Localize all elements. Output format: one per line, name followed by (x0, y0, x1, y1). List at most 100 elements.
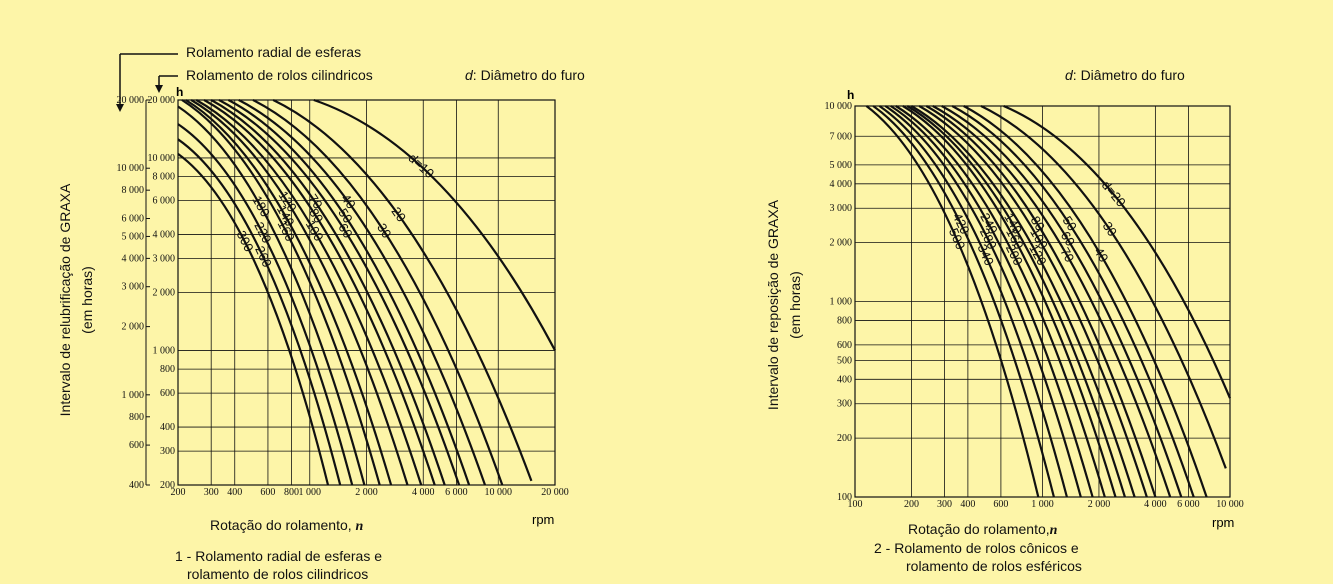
y-tick-label: 100 (837, 492, 852, 503)
y-tick-label: 400 (160, 422, 175, 433)
y-tick-label: 500 (837, 355, 852, 366)
x-tick-label: 400 (227, 487, 242, 498)
x-tick-label: 400 (960, 499, 975, 510)
series-curve (181, 99, 381, 486)
y-axis-unit-label: (em horas) (79, 266, 95, 334)
y-tick-label-outer: 400 (129, 480, 144, 491)
series-curve (932, 105, 1172, 498)
y-tick-label-outer: 20 000 (117, 95, 145, 106)
legend-cylindrical-arrow (155, 85, 163, 93)
series-label: 40 (338, 191, 359, 212)
x-tick-label: 10 000 (1216, 499, 1244, 510)
series-curves (865, 104, 1232, 498)
y-tick-labels: 100 200 300 400 500 600 800 1 000 2 000 3 000 4 00… (825, 101, 853, 503)
series-curve (910, 105, 1136, 498)
x-tick-label: 200 (904, 499, 919, 510)
y-tick-label: 2 000 (830, 238, 853, 249)
x-tick-label: 6 000 (445, 487, 468, 498)
series-label: 80 (1028, 213, 1048, 233)
series-curve (190, 99, 409, 486)
y-tick-label-outer: 1 000 (122, 390, 145, 401)
x-tick-label: 300 (204, 487, 219, 498)
y-axis-unit-label: (em horas) (787, 271, 803, 339)
y-tick-label-outer: 600 (129, 440, 144, 451)
y-tick-label-outer: 5 000 (122, 231, 145, 242)
series-curve (195, 99, 423, 486)
x-tick-label: 4 000 (412, 487, 435, 498)
y-tick-labels-inner: 200 300 400 600 800 1 000 2 000 3 000 4 000 6 000… (148, 95, 176, 491)
x-tick-label: 2 000 (1088, 499, 1111, 510)
y-unit: h (176, 85, 183, 99)
y-tick-label-outer: 3 000 (122, 282, 145, 293)
series-curve (210, 99, 446, 486)
x-tick-label: 20 000 (541, 487, 569, 498)
series-labels: d=10203040506070801001201401601802202603… (234, 150, 438, 269)
chart-2: d: Diâmetro do furo Intervalo de reposiç… (765, 67, 1244, 574)
y-tick-label: 600 (837, 340, 852, 351)
y-tick-label-outer: 4 000 (122, 253, 145, 264)
y-tick-label-outer: 6 000 (122, 213, 145, 224)
series-label: 70 (1057, 245, 1077, 265)
y-tick-label: 5 000 (830, 160, 853, 171)
series-curve (963, 105, 1208, 498)
x-tick-label: 1 000 (299, 487, 322, 498)
y-tick-label: 300 (837, 399, 852, 410)
series-curve (238, 99, 487, 486)
x-tick-label: 300 (937, 499, 952, 510)
y-tick-label: 20 000 (148, 95, 176, 106)
y-tick-label: 10 000 (825, 101, 853, 112)
series-curve (890, 105, 1094, 498)
y-tick-label: 10 000 (148, 153, 176, 164)
series-curve (918, 105, 1148, 498)
y-tick-label: 3 000 (830, 203, 853, 214)
x-tick-label: 10 000 (485, 487, 513, 498)
plot-frame (177, 99, 556, 486)
x-tick-labels: 100 200 300 400 600 1 000 2 000 4 000 6 000 10 00… (848, 499, 1244, 510)
y-unit: h (847, 88, 854, 102)
series-label: 50 (1059, 213, 1079, 233)
series-curve (902, 105, 1117, 498)
y-tick-label-outer: 8 000 (122, 185, 145, 196)
x-tick-label: 800 (284, 487, 299, 498)
y-tick-label: 800 (837, 315, 852, 326)
series-label: 30 (374, 220, 394, 240)
y-tick-label-outer: 800 (129, 412, 144, 423)
y-tick-label: 600 (160, 388, 175, 399)
chart-1: Rolamento radial de esferas Rolamento de… (57, 44, 585, 582)
y-tick-label: 8 000 (153, 172, 176, 183)
series-curve (980, 105, 1227, 469)
x-tick-label: 1 000 (1031, 499, 1054, 510)
x-unit: rpm (532, 512, 554, 527)
x-tick-label: 6 000 (1177, 499, 1200, 510)
caption-line-2: rolamento de rolos cilindricos (187, 566, 368, 582)
x-tick-labels: 200 300 400 600 800 1 000 2 000 4 000 6 000 10 00… (171, 487, 569, 498)
bore-diameter-note: d: Diâmetro do furo (1065, 67, 1185, 83)
y-tick-label: 3 000 (153, 254, 176, 265)
y-tick-labels-outer: 400 600 800 1 000 2 000 3 000 4 000 5 000 6 000 8… (117, 95, 150, 491)
x-axis-label: Rotação do rolamento,n (908, 521, 1058, 538)
series-label: 70 (305, 191, 326, 211)
series-curve (252, 99, 504, 486)
series-label: 80 (306, 206, 326, 226)
series-curve (313, 98, 556, 351)
series-curve (878, 105, 1068, 498)
series-curve (895, 105, 1106, 498)
caption-line-1: 1 - Rolamento radial de esferas e (175, 548, 382, 564)
x-tick-label: 2 000 (355, 487, 378, 498)
y-tick-label: 300 (160, 446, 175, 457)
x-tick-label: 4 000 (1144, 499, 1167, 510)
series-curve (925, 105, 1157, 498)
y-tick-label: 200 (837, 433, 852, 444)
caption-line-2: rolamento de rolos esféricos (906, 558, 1082, 574)
y-tick-label: 800 (160, 364, 175, 375)
series-curves (177, 98, 556, 486)
series-label: 30 (1100, 219, 1121, 239)
y-tick-label: 7 000 (830, 131, 853, 142)
series-curve (203, 99, 436, 486)
legend-radial-arrow (116, 104, 124, 112)
legend-radial-label: Rolamento radial de esferas (186, 44, 361, 60)
x-tick-label: 600 (260, 487, 275, 498)
series-curve (941, 105, 1183, 498)
